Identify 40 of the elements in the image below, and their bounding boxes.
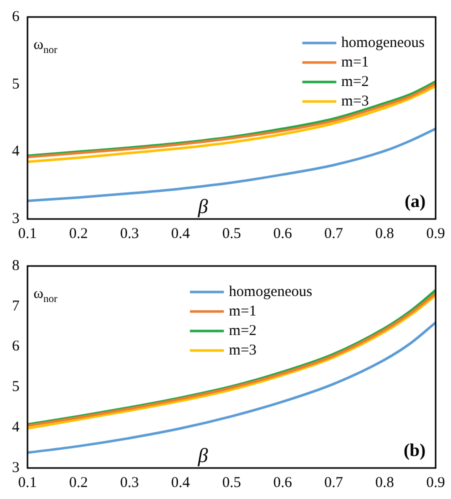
annotation: (b) <box>404 440 426 460</box>
y-tick-label: 6 <box>12 338 20 355</box>
y-tick-label: 8 <box>12 258 20 274</box>
y-tick-label: 4 <box>12 144 20 160</box>
x-tick-label: 0.9 <box>426 474 445 491</box>
legend-label: m=1 <box>228 303 257 320</box>
x-axis-title: β <box>197 196 208 218</box>
x-tick-label: 0.2 <box>69 474 88 491</box>
x-tick-label: 0.3 <box>120 226 139 242</box>
y-tick-label: 5 <box>12 379 20 396</box>
x-tick-label: 0.6 <box>273 474 292 491</box>
x-tick-label: 0.9 <box>426 226 445 242</box>
y-tick-label: 4 <box>12 420 20 436</box>
legend-label: m=2 <box>228 322 257 339</box>
legend-label: homogeneous <box>341 34 425 51</box>
x-tick-label: 0.1 <box>18 226 37 242</box>
x-tick-label: 0.8 <box>375 474 394 491</box>
x-tick-label: 0.8 <box>375 226 394 242</box>
y-tick-label: 3 <box>12 210 20 227</box>
x-axis-title: β <box>197 445 208 467</box>
x-tick-label: 0.7 <box>324 474 344 491</box>
y-tick-label: 6 <box>12 8 20 25</box>
y-tick-label: 7 <box>12 298 20 314</box>
x-tick-label: 0.4 <box>171 474 190 491</box>
legend-label: m=2 <box>341 74 369 90</box>
y-tick-label: 5 <box>12 76 20 92</box>
x-tick-label: 0.7 <box>324 226 344 242</box>
y-tick-label: 3 <box>12 460 20 476</box>
legend-label: homogeneous <box>228 284 312 300</box>
legend-label: m=3 <box>341 93 369 110</box>
x-tick-label: 0.4 <box>171 226 190 242</box>
x-tick-label: 0.2 <box>69 226 88 242</box>
legend-label: m=1 <box>341 54 369 70</box>
x-tick-label: 0.5 <box>222 474 241 491</box>
legend-label: m=3 <box>228 342 257 358</box>
x-tick-label: 0.3 <box>120 474 139 491</box>
annotation: (a) <box>404 191 426 211</box>
x-tick-label: 0.1 <box>18 474 37 491</box>
x-tick-label: 0.6 <box>273 226 292 242</box>
x-tick-label: 0.5 <box>222 226 241 242</box>
